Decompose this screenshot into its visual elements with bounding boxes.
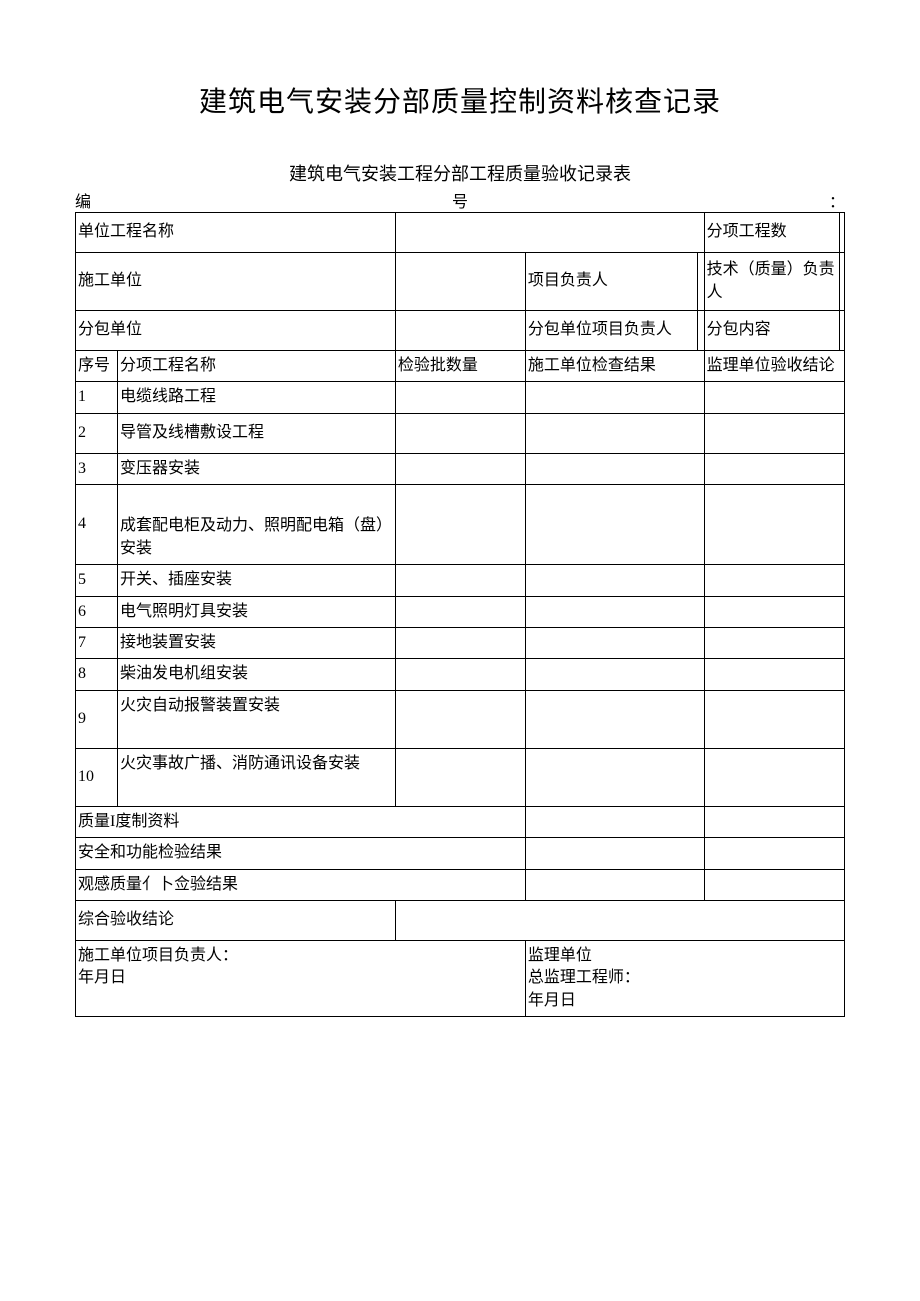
row-supervision-result: [704, 565, 844, 596]
row-construction-result: [525, 453, 704, 484]
row-construction-result: [525, 659, 704, 690]
sub-title: 建筑电气安装工程分部工程质量验收记录表: [75, 160, 845, 186]
conclusion-value: [395, 900, 844, 940]
quality-material-value1: [525, 806, 704, 837]
row-name: 柴油发电机组安装: [118, 659, 396, 690]
subcontract-content-value: [839, 311, 844, 351]
construction-unit-value: [395, 253, 525, 311]
row-qty: [395, 413, 525, 453]
number-prefix: 编: [75, 188, 91, 212]
row-qty: [395, 485, 525, 565]
row-name: 电缆线路工程: [118, 382, 396, 413]
quality-material-label: 质量I度制资料: [76, 806, 526, 837]
visual-result-value1: [525, 869, 704, 900]
supervision-sig-date: 年月日: [528, 990, 842, 1012]
number-suffix: ：: [829, 188, 845, 212]
row-construction-result: [525, 382, 704, 413]
row-seq: 6: [76, 596, 118, 627]
safety-result-value2: [704, 838, 844, 869]
row-name: 开关、插座安装: [118, 565, 396, 596]
row-qty: [395, 659, 525, 690]
row-qty: [395, 565, 525, 596]
supervision-sig-engineer: 总监理工程师：: [528, 967, 842, 989]
row-seq: 5: [76, 565, 118, 596]
number-mid: 号: [91, 188, 829, 212]
row-qty: [395, 690, 525, 748]
safety-result-label: 安全和功能检验结果: [76, 838, 526, 869]
supervision-signature: 监理单位 总监理工程师： 年月日: [525, 940, 844, 1016]
subcontract-unit-value: [395, 311, 525, 351]
row-supervision-result: [704, 413, 844, 453]
row-seq: 3: [76, 453, 118, 484]
conclusion-label: 综合验收结论: [76, 900, 396, 940]
row-supervision-result: [704, 382, 844, 413]
row-supervision-result: [704, 659, 844, 690]
supervision-sig-title: 监理单位: [528, 945, 842, 967]
row-supervision-result: [704, 690, 844, 748]
row-construction-result: [525, 485, 704, 565]
row-seq: 2: [76, 413, 118, 453]
row-supervision-result: [704, 485, 844, 565]
row-construction-result: [525, 627, 704, 658]
visual-result-value2: [704, 869, 844, 900]
header-name: 分项工程名称: [118, 351, 396, 382]
subcontract-manager-label: 分包单位项目负责人: [525, 311, 697, 351]
row-name: 导管及线槽敷设工程: [118, 413, 396, 453]
row-supervision-result: [704, 596, 844, 627]
row-seq: 10: [76, 748, 118, 806]
row-seq: 7: [76, 627, 118, 658]
row-construction-result: [525, 748, 704, 806]
row-construction-result: [525, 690, 704, 748]
row-name: 电气照明灯具安装: [118, 596, 396, 627]
row-construction-result: [525, 596, 704, 627]
construction-sig-date: 年月日: [78, 967, 523, 989]
row-supervision-result: [704, 627, 844, 658]
row-construction-result: [525, 565, 704, 596]
construction-unit-label: 施工单位: [76, 253, 396, 311]
header-qty: 检验批数量: [395, 351, 525, 382]
construction-sig-title: 施工单位项目负责人：: [78, 945, 523, 967]
row-qty: [395, 748, 525, 806]
row-name: 火灾自动报警装置安装: [118, 690, 396, 748]
number-row: 编 号 ：: [75, 188, 845, 212]
main-title: 建筑电气安装分部质量控制资料核查记录: [75, 80, 845, 120]
row-qty: [395, 627, 525, 658]
project-manager-label: 项目负责人: [525, 253, 697, 311]
sub-project-count-value: [839, 213, 844, 253]
row-seq: 9: [76, 690, 118, 748]
row-seq: 8: [76, 659, 118, 690]
construction-signature: 施工单位项目负责人： 年月日: [76, 940, 526, 1016]
row-seq: 4: [76, 485, 118, 565]
row-qty: [395, 596, 525, 627]
header-construction-result: 施工单位检查结果: [525, 351, 704, 382]
tech-manager-value: [839, 253, 844, 311]
visual-result-label: 观感质量亻卜佥验结果: [76, 869, 526, 900]
tech-manager-label: 技术（质量）负责人: [704, 253, 839, 311]
row-seq: 1: [76, 382, 118, 413]
row-qty: [395, 382, 525, 413]
row-name: 变压器安装: [118, 453, 396, 484]
subcontract-unit-label: 分包单位: [76, 311, 396, 351]
header-seq: 序号: [76, 351, 118, 382]
main-table: 单位工程名称 分项工程数 施工单位 项目负责人 技术（质量）负责人 分包单位 分…: [75, 212, 845, 1017]
safety-result-value1: [525, 838, 704, 869]
row-name: 成套配电柜及动力、照明配电箱（盘）安装: [118, 485, 396, 565]
row-name: 接地装置安装: [118, 627, 396, 658]
sub-project-count-label: 分项工程数: [704, 213, 839, 253]
quality-material-value2: [704, 806, 844, 837]
row-qty: [395, 453, 525, 484]
row-name: 火灾事故广播、消防通讯设备安装: [118, 748, 396, 806]
unit-project-value: [395, 213, 704, 253]
row-construction-result: [525, 413, 704, 453]
subcontract-content-label: 分包内容: [704, 311, 839, 351]
header-supervision-result: 监理单位验收结论: [704, 351, 844, 382]
unit-project-label: 单位工程名称: [76, 213, 396, 253]
row-supervision-result: [704, 748, 844, 806]
row-supervision-result: [704, 453, 844, 484]
